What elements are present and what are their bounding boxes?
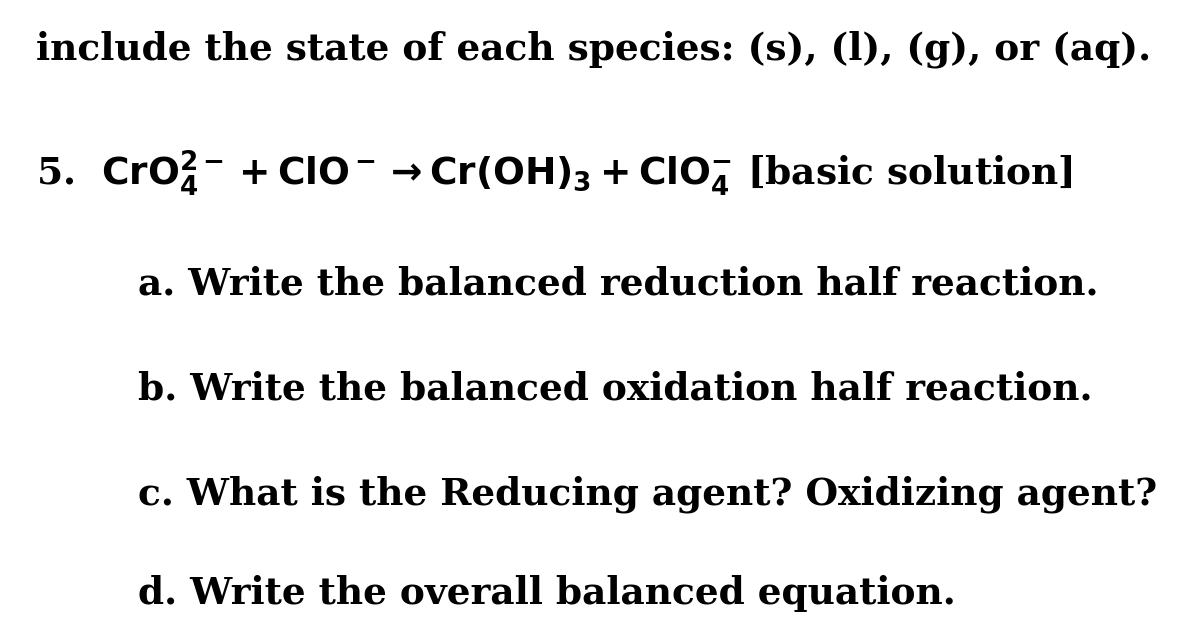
Text: b. Write the balanced oxidation half reaction.: b. Write the balanced oxidation half rea…	[138, 371, 1092, 408]
Text: 5.  $\mathbf{CrO_4^{2-} + ClO^- \rightarrow Cr(OH)_3 + ClO_4^{-}}$ [basic soluti: 5. $\mathbf{CrO_4^{2-} + ClO^- \rightarr…	[36, 148, 1073, 198]
Text: c. What is the Reducing agent? Oxidizing agent?: c. What is the Reducing agent? Oxidizing…	[138, 476, 1157, 514]
Text: include the state of each species: (s), (l), (g), or (aq).: include the state of each species: (s), …	[36, 31, 1151, 69]
Text: d. Write the overall balanced equation.: d. Write the overall balanced equation.	[138, 575, 955, 612]
Text: a. Write the balanced reduction half reaction.: a. Write the balanced reduction half rea…	[138, 266, 1098, 303]
